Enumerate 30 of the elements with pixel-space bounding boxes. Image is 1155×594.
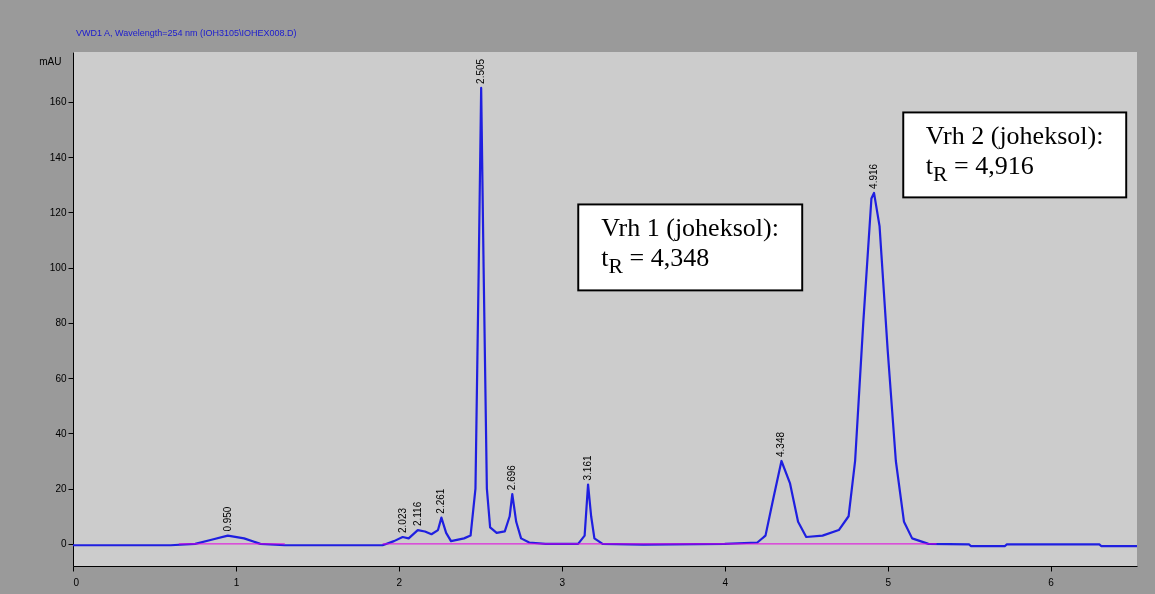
x-tick-label: 6	[1048, 576, 1055, 588]
annotation: 2.261	[435, 488, 447, 514]
annotation: 2.116	[411, 501, 423, 527]
x-tick-label: 5	[885, 576, 892, 588]
line-series	[73, 86, 1137, 548]
annotation: 4.916	[868, 163, 880, 189]
annotation: 0.950	[221, 506, 233, 532]
annotation: Vrh 2 (joheksol): t$_{R}$ = 4,916	[901, 111, 1128, 199]
y-tick-label: 160	[49, 96, 67, 108]
y-tick-label: 0	[60, 538, 67, 550]
y-tick-label: 40	[55, 427, 67, 439]
annotation: 2.696	[506, 464, 518, 491]
y-tick-label: 60	[55, 372, 67, 384]
x-tick-label: 4	[722, 576, 729, 588]
annotation: 4.348	[775, 431, 787, 457]
annotation: Vrh 1 (joheksol): t$_{R}$ = 4,348	[577, 203, 803, 291]
x-tick-label: 3	[559, 576, 566, 588]
y-tick-label: 100	[49, 262, 67, 274]
y-tick-label: 20	[55, 483, 67, 495]
y-tick-label: 120	[49, 206, 67, 218]
annotation: 2.505	[475, 58, 487, 84]
y-axis-title: mAU	[39, 55, 62, 67]
chart-title: VWD1 A, Wavelength=254 nm (IOH3105\IOHEX008.D)	[76, 28, 297, 38]
x-tick-label: 0	[73, 576, 80, 588]
y-tick-label: 80	[55, 317, 67, 329]
y-tick-label: 140	[49, 151, 67, 163]
x-tick-label: 1	[233, 576, 240, 588]
x-tick-label: 2	[396, 576, 403, 588]
annotation: 2.023	[396, 507, 408, 533]
annotation: 3.161	[582, 455, 594, 481]
